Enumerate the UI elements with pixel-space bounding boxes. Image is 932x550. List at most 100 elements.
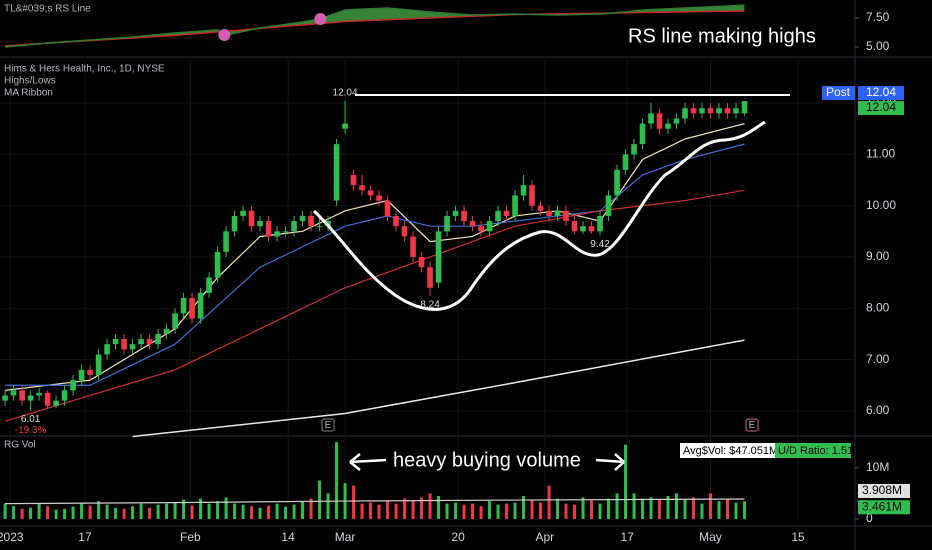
volume-bar <box>37 503 41 519</box>
volume-average <box>5 498 745 505</box>
candle-body <box>435 231 442 283</box>
y-tick-label: 7.50 <box>866 10 890 24</box>
candle-body <box>461 210 467 222</box>
volume-bar <box>207 503 211 519</box>
volume-bar <box>114 507 118 519</box>
candle-body <box>155 333 161 345</box>
candle-body <box>87 369 93 375</box>
candle-body <box>673 118 680 124</box>
volume-bar <box>165 503 169 519</box>
volume-badge-label: 3.461M <box>862 499 902 513</box>
candle-body <box>452 210 459 216</box>
volume-bar <box>250 506 254 519</box>
candle-body <box>401 226 408 237</box>
volume-bar <box>173 502 177 519</box>
candle-body <box>622 154 629 170</box>
volume-bar <box>292 504 296 519</box>
annotation: heavy buying volume <box>393 449 581 471</box>
volume-bar <box>326 493 330 519</box>
volume-bar <box>241 504 245 519</box>
candle-body <box>707 108 714 114</box>
grid <box>0 17 859 520</box>
volume-bar <box>539 502 543 519</box>
volume-bar <box>29 507 33 519</box>
candle-body <box>563 210 569 222</box>
x-tick-label: 15 <box>791 530 805 544</box>
volume-bar <box>743 501 747 519</box>
volume-bar <box>573 504 577 519</box>
legend-item: Highs/Lows <box>4 76 56 87</box>
candle-body <box>78 369 85 381</box>
pane-title: TL&#039;s RS Line <box>4 4 91 15</box>
x-tick-label: 14 <box>281 530 295 544</box>
volume-bar <box>182 499 186 519</box>
x-tick-label: 17 <box>78 530 92 544</box>
volume-bar <box>445 503 449 519</box>
volume-bar <box>581 497 585 519</box>
candle-body <box>648 113 654 124</box>
candle-body <box>639 123 646 145</box>
volume-bar <box>267 505 271 519</box>
volume-bar <box>505 503 509 519</box>
volume-bar <box>199 498 203 519</box>
stat: U/D Ratio: 1.51 <box>778 445 853 457</box>
pane-title: RG Vol <box>4 440 36 451</box>
candle-body <box>486 221 493 232</box>
candle-body <box>70 380 76 391</box>
stat-box <box>680 443 775 458</box>
candle-body <box>197 292 204 319</box>
y-tick-label: 10.00 <box>866 198 896 212</box>
volume-bar <box>318 480 322 519</box>
svg-text:E: E <box>325 420 332 431</box>
volume-bar <box>607 498 611 519</box>
volume-bar <box>309 498 313 519</box>
y-tick-label: 8.00 <box>866 300 890 314</box>
y-tick-label: 6.00 <box>866 403 890 417</box>
volume-bar <box>12 506 16 519</box>
candle-body <box>367 190 374 196</box>
volume-bar <box>530 499 534 519</box>
post-badge <box>822 86 855 101</box>
candle-body <box>554 210 561 216</box>
candle-body <box>665 123 671 129</box>
volume-bar <box>54 509 58 519</box>
volume-bar <box>547 485 551 519</box>
volume-bar <box>46 506 50 519</box>
volume-bar <box>734 502 738 519</box>
high-low-label: 12.04 <box>333 88 358 99</box>
candle-body <box>214 251 221 278</box>
candle-body <box>741 101 748 114</box>
high-low-label: 6.01 <box>21 414 41 425</box>
y-tick-label: 11.00 <box>866 147 895 161</box>
volume-bar <box>454 502 458 519</box>
candle-body <box>427 267 433 288</box>
legend-item: MA Ribbon <box>4 88 53 99</box>
candle-body <box>291 221 297 232</box>
candle-body <box>393 215 399 227</box>
volume-bar <box>513 502 517 519</box>
volume-bar <box>615 493 619 519</box>
volume-bar <box>275 503 279 519</box>
candle-body <box>529 185 535 206</box>
x-tick-label: Feb <box>180 530 201 544</box>
candle-body <box>61 390 68 401</box>
candle-body <box>503 210 510 216</box>
volume-bar <box>471 503 475 519</box>
volume-bar <box>224 497 228 519</box>
candle-body <box>537 205 544 211</box>
volume-bar <box>122 508 126 519</box>
volume-bar <box>666 495 670 519</box>
volume-bar <box>411 500 415 519</box>
candle-body <box>53 400 59 406</box>
volume-bar <box>675 493 679 519</box>
volume-bar <box>709 493 713 519</box>
candle-body <box>223 231 229 252</box>
annotation: RS line making highs <box>628 25 816 47</box>
arrow <box>349 453 387 471</box>
moving-average <box>4 189 745 422</box>
candle-body <box>478 226 484 232</box>
candle-body <box>240 210 246 216</box>
volume-badge <box>858 483 910 498</box>
candle-body <box>112 339 119 345</box>
